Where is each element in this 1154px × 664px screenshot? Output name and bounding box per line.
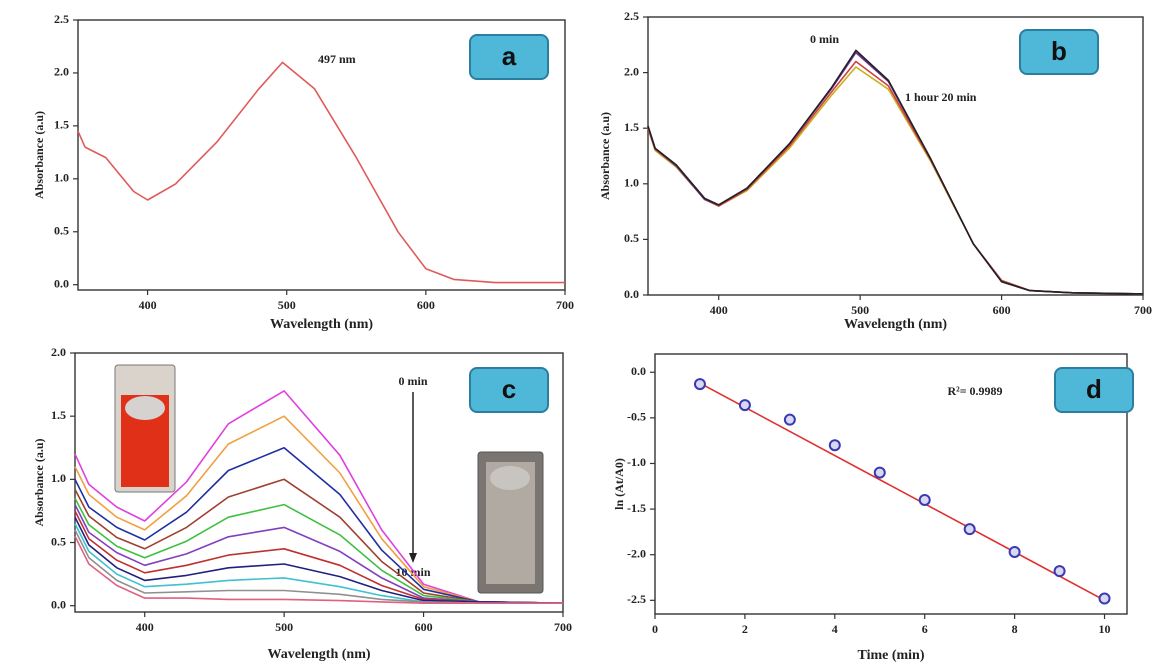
y-tick-label: 0.5: [51, 534, 66, 548]
x-axis-label: Time (min): [857, 648, 924, 663]
series-line: [74, 415, 564, 604]
x-tick-label: 400: [710, 303, 728, 317]
x-axis-label: Wavelength (nm): [267, 647, 370, 662]
series-line: [74, 504, 564, 604]
plot-frame: [654, 353, 1128, 615]
data-point: [1053, 565, 1066, 578]
data-point: [963, 523, 976, 536]
panel-label: d: [1086, 374, 1102, 404]
plot-frame: [74, 352, 564, 613]
x-tick-label: 10: [1099, 622, 1111, 636]
panel-badge: [469, 34, 549, 80]
series-line: [74, 478, 564, 604]
y-tick-label: 1.5: [54, 118, 69, 132]
panel-badge: [469, 367, 549, 413]
series-line: [647, 51, 1144, 295]
y-tick-label: 0.5: [54, 224, 69, 238]
x-tick-label: 8: [1012, 622, 1018, 636]
x-tick-label: 400: [136, 620, 154, 634]
series-line: [647, 49, 1144, 295]
series-line: [74, 497, 564, 604]
data-point: [918, 493, 931, 506]
series-line: [647, 66, 1144, 295]
x-tick-label: 6: [922, 622, 928, 636]
annotation: 0 min: [810, 32, 839, 46]
y-tick-label: 0.0: [624, 287, 639, 301]
y-tick-label: 1.5: [624, 120, 639, 134]
data-point: [693, 378, 706, 391]
x-axis-label: Wavelength (nm): [844, 317, 947, 332]
cuvette-before: [114, 364, 176, 493]
x-tick-label: 700: [554, 620, 572, 634]
data-point: [783, 413, 796, 426]
data-point: [873, 466, 886, 479]
y-axis-label: ln (At/A0): [612, 458, 626, 510]
y-tick-label: 1.0: [51, 471, 66, 485]
y-tick-label: 2.5: [54, 12, 69, 26]
y-tick-label: 0.0: [51, 597, 66, 611]
y-tick-label: -2.0: [627, 546, 646, 560]
panel-label: b: [1051, 36, 1067, 66]
series-line: [74, 447, 564, 604]
series-line: [74, 535, 563, 604]
y-axis-label: Absorbance (a.u): [598, 112, 612, 200]
data-point: [828, 439, 841, 452]
y-tick-label: 1.0: [624, 176, 639, 190]
arrow: [409, 392, 417, 563]
y-axis-label: Absorbance (a.u): [32, 438, 46, 526]
x-axis-label: Wavelength (nm): [270, 317, 373, 332]
y-tick-label: -1.5: [627, 501, 646, 515]
annotation: 0 min: [398, 374, 427, 388]
y-tick-label: 0.5: [624, 231, 639, 245]
plot-frame: [647, 16, 1144, 296]
x-tick-label: 400: [139, 298, 157, 312]
y-tick-label: -2.5: [627, 592, 646, 606]
x-tick-label: 4: [832, 622, 838, 636]
data-point: [738, 399, 751, 412]
y-tick-label: -0.5: [627, 410, 646, 424]
y-tick-label: 0.0: [631, 364, 646, 378]
y-tick-label: 1.0: [54, 171, 69, 185]
y-tick-label: -1.0: [627, 455, 646, 469]
x-tick-label: 500: [275, 620, 293, 634]
series-line: [77, 61, 565, 284]
data-point: [1098, 592, 1111, 605]
data-point: [1008, 545, 1021, 558]
annotation: 497 nm: [318, 52, 356, 66]
annotation: R²= 0.9989: [947, 384, 1002, 398]
x-tick-label: 0: [652, 622, 658, 636]
y-tick-label: 2.0: [624, 64, 639, 78]
panel-label: a: [502, 41, 517, 71]
x-tick-label: 700: [1134, 303, 1152, 317]
y-tick-label: 1.5: [51, 408, 66, 422]
panel-badge: [1054, 367, 1134, 413]
series-line: [74, 529, 563, 604]
cuvette-after: [477, 451, 544, 594]
x-tick-label: 500: [851, 303, 869, 317]
series-line: [74, 510, 564, 604]
x-tick-label: 500: [278, 298, 296, 312]
x-tick-label: 700: [556, 298, 574, 312]
y-axis-label: Absorbance (a.u): [32, 111, 46, 199]
fit-line: [699, 382, 1105, 602]
y-tick-label: 2.0: [51, 345, 66, 359]
x-tick-label: 600: [993, 303, 1011, 317]
series-line: [647, 60, 1144, 295]
series-line: [74, 390, 564, 604]
plot-frame: [77, 19, 566, 291]
y-tick-label: 2.5: [624, 9, 639, 23]
annotation: 1 hour 20 min: [905, 90, 977, 104]
x-tick-label: 600: [417, 298, 435, 312]
x-tick-label: 600: [415, 620, 433, 634]
y-tick-label: 0.0: [54, 276, 69, 290]
series-line: [74, 516, 564, 604]
y-tick-label: 2.0: [54, 65, 69, 79]
panel-badge: [1019, 29, 1099, 75]
panel-label: c: [502, 374, 516, 404]
x-tick-label: 2: [742, 622, 748, 636]
